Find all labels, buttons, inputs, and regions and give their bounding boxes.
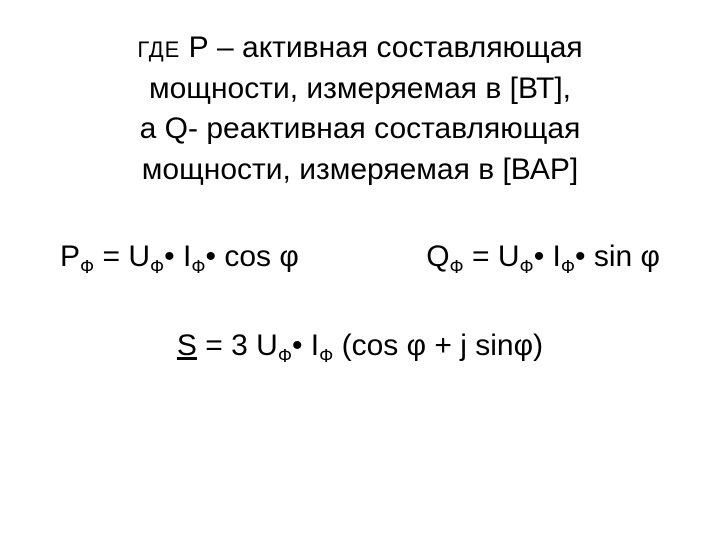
q-dot-sin: • sin φ — [575, 240, 660, 273]
p-subscript: Ф — [80, 256, 94, 277]
definition-line-4: мощности, измеряемая в [ВАР] — [50, 150, 670, 191]
q-symbol: Q — [426, 240, 449, 273]
q-i-sub: Ф — [561, 256, 575, 277]
p-dot-i: • І — [164, 240, 191, 273]
definition-line-1: ГДЕ Р – активная составляющая — [50, 28, 670, 69]
definition-line-2: мощности, измеряемая в [ВТ], — [50, 69, 670, 110]
s-i-sub: Ф — [319, 345, 333, 366]
q-dot-i: • І — [534, 240, 561, 273]
formula-s: S = 3 UФ• ІФ (cos φ + j sinφ) — [50, 329, 670, 363]
q-eq: = U — [464, 240, 520, 273]
formula-q: QФ = UФ• ІФ• sin φ — [426, 240, 660, 274]
q-subscript: Ф — [450, 256, 464, 277]
slide-page: ГДЕ Р – активная составляющая мощности, … — [0, 0, 720, 540]
definition-block: ГДЕ Р – активная составляющая мощности, … — [50, 28, 670, 190]
s-tail: (cos φ + j sinφ) — [333, 329, 543, 362]
p-i-sub: Ф — [191, 256, 205, 277]
formula-p: РФ = UФ• ІФ• cos φ — [60, 240, 299, 274]
q-u-sub: Ф — [520, 256, 534, 277]
formulas-row: РФ = UФ• ІФ• cos φ QФ = UФ• ІФ• sin φ — [50, 240, 670, 274]
line1-rest: Р – активная составляющая — [189, 31, 583, 64]
p-dot-cos: • cos φ — [205, 240, 298, 273]
where-label: ГДЕ — [137, 37, 180, 62]
p-symbol: Р — [60, 240, 80, 273]
s-u-sub: Ф — [278, 345, 292, 366]
definition-line-3: а Q- реактивная составляющая — [50, 109, 670, 150]
p-eq: = U — [94, 240, 150, 273]
s-dot-i: • І — [292, 329, 319, 362]
s-symbol: S — [177, 329, 197, 362]
s-eq: = 3 U — [197, 329, 278, 362]
p-u-sub: Ф — [150, 256, 164, 277]
